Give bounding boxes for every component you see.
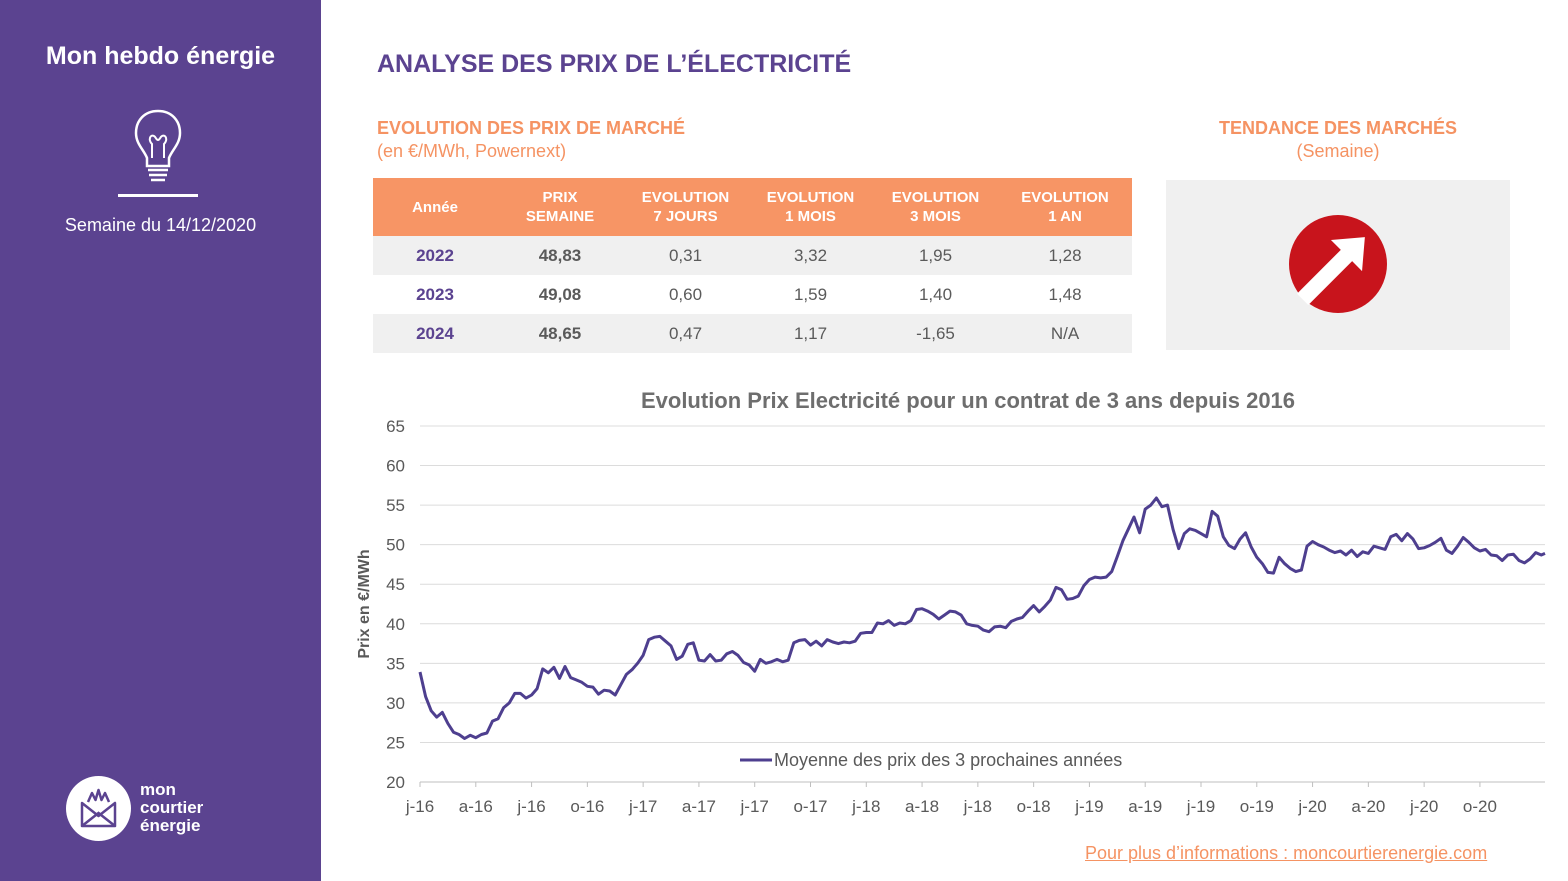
x-tick-label: a-18 — [905, 797, 939, 816]
header-cell: EVOLUTION 3 MOIS — [873, 178, 998, 236]
header-cell: PRIX SEMAINE — [497, 178, 623, 236]
chart-title: Evolution Prix Electricité pour un contr… — [640, 388, 1296, 413]
lightbulb-icon — [130, 106, 186, 191]
x-tick-label: j-16 — [516, 797, 545, 816]
trend-title: TENDANCE DES MARCHÉS — [1218, 118, 1458, 138]
x-tick-label: a-19 — [1128, 797, 1162, 816]
x-tick-label: j-16 — [405, 797, 434, 816]
year-cell: 2022 — [373, 236, 497, 275]
page-title: ANALYSE DES PRIX DE L’ÉLECTRICITÉ — [377, 50, 852, 78]
x-tick-label: j-17 — [628, 797, 657, 816]
y-tick-label: 45 — [386, 575, 405, 594]
price-cell: 48,65 — [497, 314, 623, 353]
header-line: SEMAINE — [525, 208, 595, 225]
y-tick-label: 55 — [386, 496, 405, 515]
chart-legend: Moyenne des prix des 3 prochaines années — [740, 750, 1122, 770]
logo-badge — [66, 776, 131, 841]
x-tick-label: j-20 — [1297, 797, 1326, 816]
more-info-link[interactable]: Pour plus d’informations : moncourtieren… — [1085, 843, 1488, 863]
header-cell: EVOLUTION 1 MOIS — [748, 178, 873, 236]
header-line: EVOLUTION — [766, 189, 855, 206]
y-tick-label: 50 — [386, 536, 405, 555]
header-line: EVOLUTION — [641, 189, 730, 206]
evolution-3m-cell: -1,65 — [873, 314, 998, 353]
x-tick-label: j-18 — [963, 797, 992, 816]
evolution-1m-cell: 3,32 — [748, 236, 873, 275]
evolution-1y-cell: N/A — [998, 314, 1132, 353]
y-tick-label: 20 — [386, 773, 405, 792]
y-axis-ticks: 20 25 30 35 40 45 50 55 60 65 — [386, 417, 405, 792]
header-line: 1 MOIS — [785, 208, 836, 225]
chart-gridlines — [420, 425, 1545, 743]
evolution-1m-cell: 1,59 — [793, 284, 828, 304]
sidebar-divider — [118, 194, 198, 197]
envelope-crown-icon — [80, 788, 117, 828]
y-tick-label: 60 — [386, 457, 405, 476]
y-tick-label: 35 — [386, 654, 405, 673]
x-tick-label: o-18 — [1017, 797, 1051, 816]
x-tick-label: a-16 — [459, 797, 493, 816]
header-line: EVOLUTION — [891, 189, 980, 206]
x-tick-label: o-19 — [1240, 797, 1274, 816]
week-label: Semaine du 14/12/2020 — [64, 215, 257, 235]
arrow-up-right-icon — [1289, 215, 1387, 313]
evolution-1m-cell: 1,17 — [748, 314, 873, 353]
table-row: 2023 49,08 0,60 1,59 1,40 1,48 — [373, 275, 1132, 314]
x-tick-label: j-19 — [1074, 797, 1103, 816]
header-cell: EVOLUTION 7 JOURS — [623, 178, 748, 236]
x-tick-label: o-17 — [793, 797, 827, 816]
series-line — [418, 496, 1546, 740]
year-cell: 2023 — [416, 284, 454, 304]
price-table: Année PRIX SEMAINE EVOLUTION 7 JOURS EVOLU… — [373, 178, 1132, 353]
evolution-3m-cell: 1,40 — [918, 284, 953, 304]
evolution-3m-cell: 1,95 — [873, 236, 998, 275]
header-line: Année — [412, 198, 458, 216]
x-tick-label: o-16 — [570, 797, 604, 816]
y-axis-label: Prix en €/MWh — [356, 549, 373, 658]
x-tick-label: j-20 — [1409, 797, 1438, 816]
y-tick-label: 65 — [386, 417, 405, 436]
x-tick-label: a-17 — [682, 797, 716, 816]
header-line: 3 MOIS — [910, 208, 961, 225]
header-line: PRIX — [542, 189, 578, 206]
header-line: 1 AN — [1048, 208, 1082, 225]
x-tick-label: j-18 — [851, 797, 880, 816]
x-tick-label: o-20 — [1463, 797, 1497, 816]
table-row: 2022 48,83 0,31 3,32 1,95 1,28 — [373, 236, 1132, 275]
trend-panel — [1166, 180, 1510, 350]
table-header-row: Année PRIX SEMAINE EVOLUTION 7 JOURS EVOLU… — [373, 178, 1132, 236]
table-title: EVOLUTION DES PRIX DE MARCHÉ — [377, 118, 686, 138]
header-cell: Année — [373, 178, 497, 236]
table-note: (en €/MWh, Powernext) — [377, 141, 567, 161]
logo-line: énergie — [140, 816, 201, 835]
sidebar-title: Mon hebdo énergie — [45, 42, 276, 70]
price-cell: 48,83 — [497, 236, 623, 275]
logo-line: courtier — [140, 798, 204, 817]
year-cell: 2024 — [373, 314, 497, 353]
logo-wordmark: mon courtier énergie — [140, 781, 203, 835]
y-tick-label: 25 — [386, 733, 405, 752]
table-row: 2024 48,65 0,47 1,17 -1,65 N/A — [373, 314, 1132, 353]
logo-line: mon — [140, 780, 176, 799]
x-tick-label: j-17 — [740, 797, 769, 816]
evolution-1y-cell: 1,28 — [998, 236, 1132, 275]
evolution-1y-cell: 1,48 — [1048, 284, 1082, 304]
x-tick-label: j-19 — [1186, 797, 1215, 816]
x-axis-ticks: j-16 a-16 j-16 o-16 j-17 a-17 j-17 o-17 j-18 a-18… — [405, 782, 1497, 816]
y-tick-label: 30 — [386, 694, 405, 713]
header-cell: EVOLUTION 1 AN — [998, 178, 1132, 236]
header-line: EVOLUTION — [1021, 189, 1109, 206]
y-tick-label: 40 — [386, 615, 405, 634]
x-tick-label: a-20 — [1351, 797, 1385, 816]
trend-note: (Semaine) — [1296, 141, 1380, 161]
sidebar: Mon hebdo énergie Semaine du 14/12/2020 … — [0, 0, 321, 881]
evolution-7d-cell: 0,31 — [623, 236, 748, 275]
legend-label: Moyenne des prix des 3 prochaines années — [774, 750, 1122, 770]
evolution-7d-cell: 0,47 — [623, 314, 748, 353]
header-line: 7 JOURS — [653, 208, 718, 225]
price-cell: 49,08 — [538, 284, 582, 304]
evolution-7d-cell: 0,60 — [668, 284, 703, 304]
